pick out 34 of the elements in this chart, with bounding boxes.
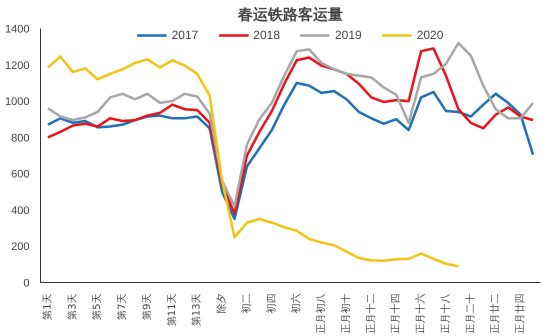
y-tick-label: 0 [23, 278, 30, 290]
x-tick-label: 正月初十 [340, 294, 352, 334]
x-tick-label: 正月十八 [439, 294, 452, 334]
y-tick-label: 400 [11, 204, 30, 217]
x-tick-label: 正月廿四 [514, 294, 526, 334]
y-tick-label: 200 [11, 241, 30, 254]
chart-title: 春运铁路客运量 [237, 6, 343, 24]
y-tick-label: 800 [11, 132, 30, 144]
x-tick-label: 第1天 [41, 293, 54, 320]
x-tick-label: 正月廿二 [489, 294, 502, 334]
y-tick-label: 1000 [5, 96, 30, 108]
y-tick-label: 1200 [5, 60, 30, 72]
x-tick-label: 第11天 [166, 293, 178, 326]
legend-label: 2018 [253, 28, 280, 42]
legend-label: 2019 [335, 28, 362, 42]
x-tick-label: 正月十六 [414, 294, 427, 334]
line-series [46, 55, 460, 268]
x-tick-label: 正月十四 [390, 294, 402, 334]
x-tick-label: 第9天 [140, 293, 153, 320]
x-tick-label: 除夕 [216, 294, 228, 314]
legend-label: 2017 [172, 28, 198, 42]
y-tick-label: 1400 [5, 24, 30, 36]
x-tick-label: 初二 [240, 294, 252, 314]
x-tick-label: 第7天 [116, 293, 128, 320]
x-tick-label: 初四 [265, 294, 278, 314]
y-tick-label: 600 [11, 168, 30, 181]
x-tick-label: 第5天 [91, 293, 104, 320]
x-tick-label: 正月二十 [464, 294, 476, 334]
x-tick-label: 第13天 [190, 293, 203, 326]
x-tick-label: 正月十二 [364, 294, 377, 334]
x-tick-label: 第3天 [66, 293, 78, 320]
x-tick-label: 初六 [290, 294, 302, 314]
legend-label: 2020 [416, 28, 444, 42]
x-tick-label: 正月初八 [315, 294, 328, 334]
